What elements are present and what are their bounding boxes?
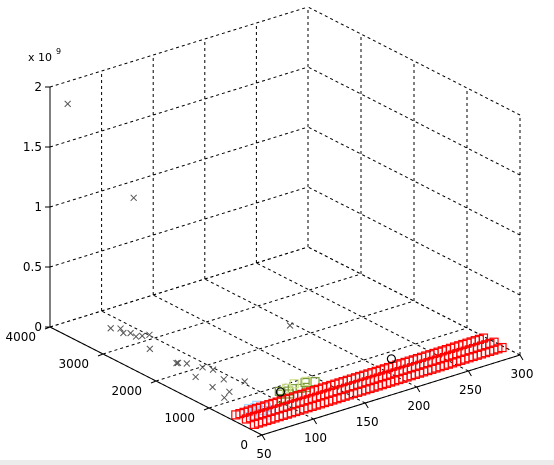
y-tick-label: 1000 [164,411,195,425]
data-point-red-square [478,333,489,343]
data-point-cross [220,394,228,402]
x-marker-stroke [127,329,134,337]
z-tick-label: 0 [34,320,42,334]
x-tick-mark [519,354,524,361]
x-marker-stroke [241,378,249,385]
x-marker-stroke [132,333,140,340]
x-marker-stroke [174,359,182,367]
x-marker-stroke [209,383,216,391]
data-points [64,100,507,429]
z-tick-label: 0.5 [23,260,42,274]
floor-grid-line [256,262,469,372]
side-wall-grid-line [307,6,521,116]
floor-grid-line [101,310,314,420]
data-point-cross [138,332,146,340]
data-point-cross [64,100,72,108]
data-point-cross [130,194,138,202]
data-point-cross [209,383,216,391]
side-wall-grid-line [307,126,521,236]
data-point-circle [275,387,286,397]
x-marker-stroke [146,331,153,339]
x-tick-mark [261,434,266,441]
x-marker-stroke [107,324,115,332]
data-point-cross [146,331,153,339]
data-point-cross [146,345,154,353]
data-point-cross [226,388,233,396]
x-marker-stroke [138,332,146,340]
x-marker-stroke [199,363,206,371]
x-tick-mark [467,370,472,377]
x-marker-stroke [286,322,294,329]
x-marker-stroke [220,375,228,383]
x-tick-label: 100 [304,431,327,445]
z-tick-label: 2 [34,80,42,94]
x-marker-stroke [183,360,191,367]
y-tick-label: 2000 [111,384,142,398]
floor-grid-line [152,294,366,404]
x-marker-stroke [220,394,228,402]
y-tick-mark [150,380,157,384]
x-marker-stroke [130,194,138,202]
x-tick-label: 50 [256,447,271,460]
data-point-circle [386,354,396,364]
data-point-cross [286,322,294,329]
data-point-cross [132,333,140,340]
x-tick-mark [313,418,318,425]
axes-box [44,86,524,441]
x-tick-label: 300 [511,367,534,381]
data-point-cross [183,360,191,367]
x-marker-stroke [192,373,199,381]
y-tick-mark [256,434,263,438]
y-tick-label: 4000 [5,330,36,344]
data-point-red-square [489,337,499,347]
z-tick-label: 1.5 [23,140,42,154]
z-tick-label: 1 [34,200,42,214]
tick-labels: 501001502002503000100020003000400000.511… [5,80,534,461]
x-marker-stroke [146,345,154,353]
x-tick-label: 250 [459,383,482,397]
x-marker-stroke [117,325,124,332]
y-tick-mark [97,353,104,357]
data-point-cross [241,378,249,385]
data-point-cross [127,329,134,337]
y-tick-mark [203,407,210,411]
x-marker-stroke [173,359,180,367]
x-tick-label: 150 [356,415,379,429]
y-tick-label: 0 [240,438,248,452]
side-wall-grid-line [307,186,521,296]
data-point-cross [220,375,228,383]
x-marker-stroke [209,366,217,373]
x-tick-mark [364,402,369,409]
x-marker-stroke [120,329,127,337]
data-point-red-square [497,342,507,353]
exponent-power: 9 [56,47,61,56]
data-point-square [300,377,310,388]
data-point-cross [120,329,127,337]
x-tick-mark [416,386,421,393]
data-point-cross [117,325,124,332]
floor-grid-line [204,278,418,388]
x-marker-stroke [226,388,233,396]
data-point-cross [209,366,217,373]
y-tick-label: 3000 [58,357,89,371]
side-wall-grid-line [307,246,521,356]
x-axis-line [261,354,521,436]
data-point-cross [173,359,180,367]
x-tick-label: 200 [407,399,430,413]
data-point-square [289,379,299,389]
side-wall-grid-line [307,66,521,176]
exponent-label: x 10 [28,51,52,64]
data-point-square [295,383,305,394]
x-marker-stroke [64,100,72,108]
data-point-cross [107,324,115,332]
data-point-cross [199,363,206,371]
data-point-cross [192,373,199,381]
data-point-cross [174,359,182,367]
data-point-square [301,376,311,386]
